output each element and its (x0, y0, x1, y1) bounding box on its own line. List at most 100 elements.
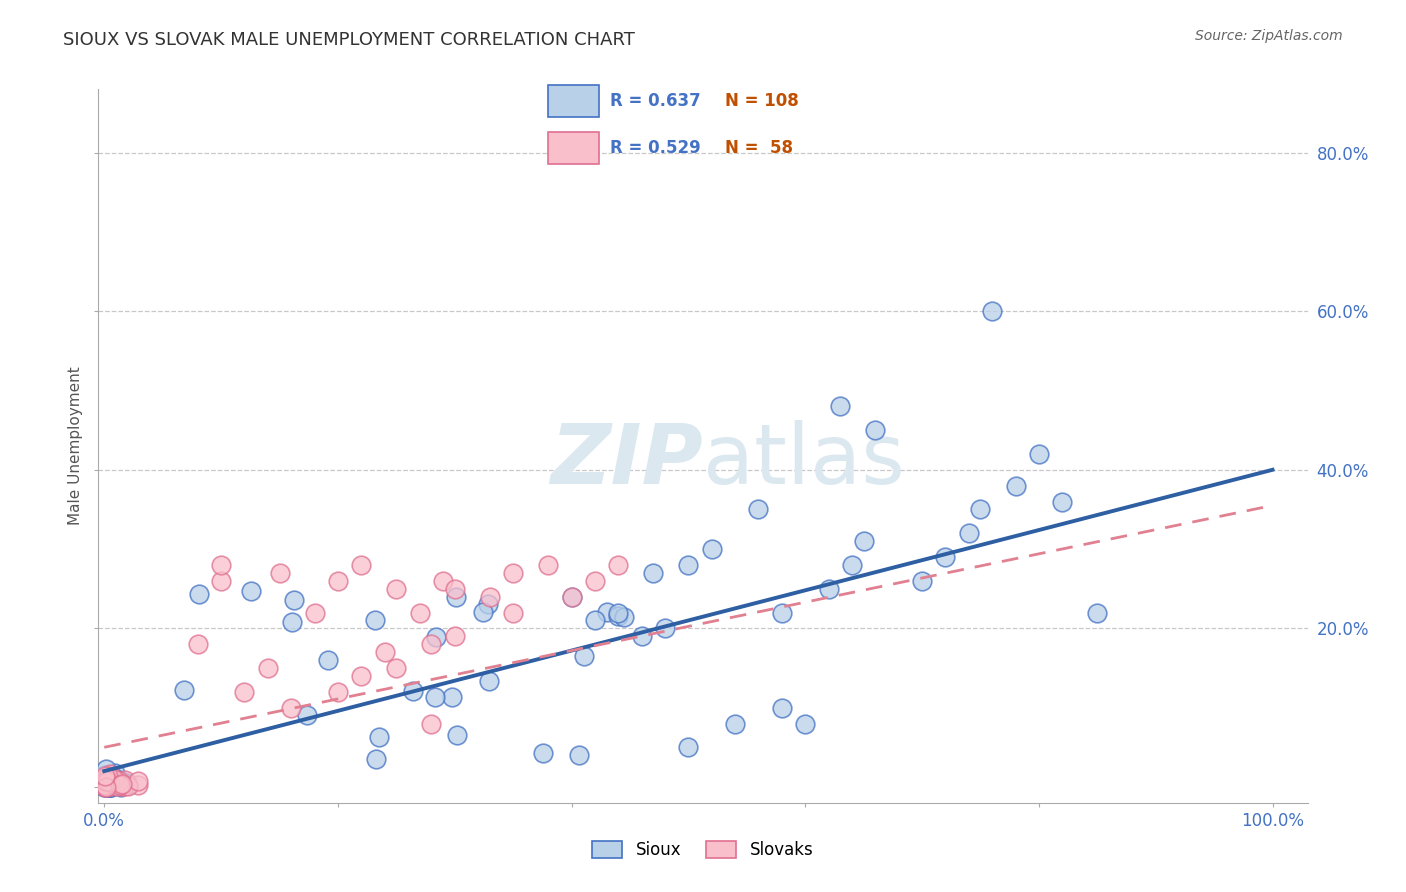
Point (572, 649, 595, 664)
Point (94, 762, 117, 776)
Text: R = 0.637: R = 0.637 (610, 93, 702, 111)
Point (94, 779, 117, 793)
Point (368, 730, 391, 744)
Bar (548, 86, 599, 118)
Point (402, 683, 425, 698)
Point (477, 597, 499, 611)
Point (441, 690, 464, 705)
Point (444, 591, 467, 605)
Point (103, 772, 125, 786)
Point (478, 674, 501, 689)
Point (96, 773, 118, 788)
Text: R = 0.529: R = 0.529 (610, 139, 702, 157)
Point (700, 542, 723, 557)
Point (96, 780, 118, 794)
Point (97, 771, 120, 785)
Point (110, 780, 132, 794)
Point (770, 606, 793, 620)
Point (94, 779, 117, 793)
Point (100, 780, 122, 794)
Point (100, 778, 122, 792)
Point (101, 779, 124, 793)
Point (93, 778, 115, 792)
Point (107, 777, 129, 791)
Point (607, 606, 630, 620)
Point (112, 774, 135, 789)
Point (111, 780, 134, 794)
Point (678, 558, 700, 572)
Point (108, 780, 131, 794)
Point (117, 778, 139, 792)
Point (747, 502, 769, 516)
Point (374, 645, 396, 659)
Point (443, 629, 465, 643)
Point (446, 728, 468, 742)
Point (94, 780, 117, 794)
Point (94, 776, 117, 790)
Point (98, 780, 121, 794)
Point (98, 780, 121, 794)
Point (280, 700, 302, 714)
Point (100, 774, 122, 789)
Point (478, 590, 501, 604)
Point (97, 771, 120, 785)
Point (969, 502, 991, 516)
Point (316, 652, 339, 666)
Text: N =  58: N = 58 (725, 139, 793, 157)
Point (830, 400, 852, 414)
Point (104, 765, 127, 780)
Point (98, 778, 121, 792)
Point (568, 748, 591, 763)
Point (1052, 494, 1074, 508)
Point (865, 423, 887, 437)
Point (103, 775, 125, 789)
Point (630, 629, 652, 643)
Point (209, 574, 232, 588)
Point (385, 582, 408, 596)
Point (96, 779, 118, 793)
Point (96, 778, 118, 792)
Point (1004, 478, 1026, 492)
Point (98, 767, 121, 781)
Point (502, 566, 524, 580)
Point (127, 778, 149, 792)
Point (110, 775, 132, 789)
Point (96, 779, 118, 793)
Point (105, 777, 128, 791)
Point (96, 772, 118, 787)
Point (98, 774, 121, 789)
Point (93, 780, 115, 794)
Bar (548, 132, 599, 164)
Point (596, 605, 619, 619)
Point (97, 769, 120, 783)
Point (110, 776, 132, 790)
Point (100, 775, 122, 789)
Point (678, 740, 700, 755)
Point (607, 558, 630, 572)
Point (794, 716, 817, 731)
Point (93, 778, 115, 792)
Point (239, 583, 262, 598)
Text: Source: ZipAtlas.com: Source: ZipAtlas.com (1195, 29, 1343, 43)
Point (350, 669, 373, 683)
Point (103, 776, 125, 790)
Point (108, 774, 131, 789)
Point (94, 779, 117, 793)
Point (187, 637, 209, 651)
Point (117, 777, 139, 791)
Point (96, 772, 118, 786)
Point (112, 780, 135, 794)
Point (981, 304, 1004, 318)
Point (94, 768, 117, 782)
Point (643, 566, 665, 580)
Point (105, 779, 128, 793)
Point (98, 772, 121, 787)
Text: N = 108: N = 108 (725, 93, 799, 111)
Point (94, 769, 117, 783)
Point (111, 777, 134, 791)
Point (93, 779, 115, 793)
Point (94, 778, 117, 792)
Point (101, 777, 124, 791)
Point (443, 582, 465, 596)
Point (957, 526, 980, 541)
